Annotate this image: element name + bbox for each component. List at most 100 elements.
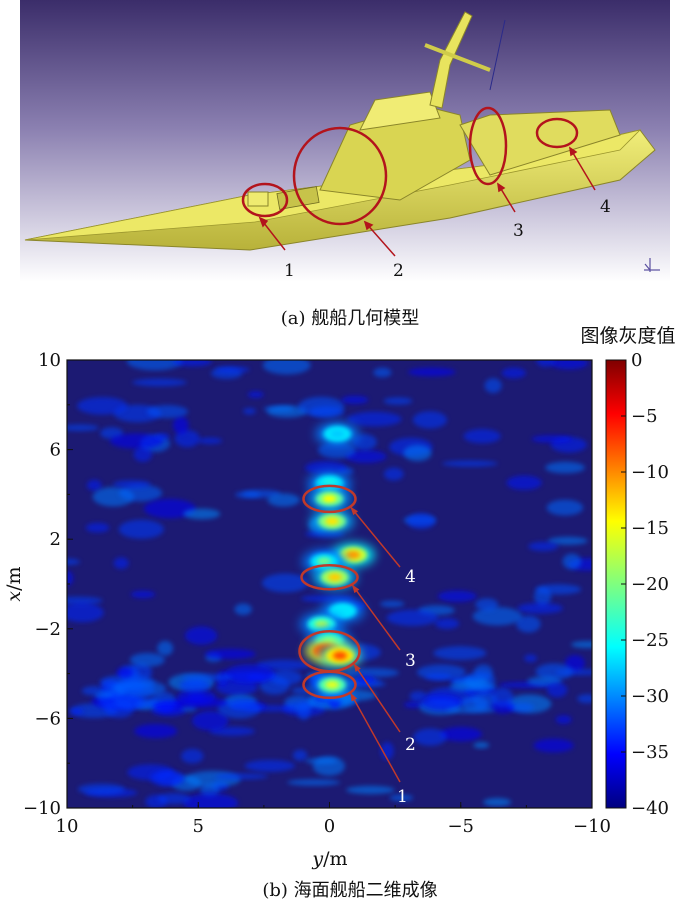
speckle xyxy=(70,708,83,715)
speckle xyxy=(383,397,413,405)
speckle xyxy=(473,742,490,749)
speckle xyxy=(472,607,523,626)
speckle xyxy=(535,584,582,595)
annotation-ellipse xyxy=(302,670,357,700)
annotation-arrow xyxy=(352,662,401,733)
annotation-layer xyxy=(298,484,401,783)
speckle xyxy=(215,773,269,780)
speckle xyxy=(475,598,499,611)
y-axis-label: x/m xyxy=(3,566,25,601)
speckle xyxy=(183,508,221,520)
speckle xyxy=(256,659,311,671)
speckle xyxy=(267,493,300,507)
speckle xyxy=(67,558,81,566)
speckle xyxy=(269,669,303,686)
speckle xyxy=(85,522,110,533)
ship-superstructure xyxy=(319,104,471,201)
speckle xyxy=(266,405,308,418)
speckle xyxy=(157,793,191,805)
annotation-arrowhead xyxy=(353,663,361,672)
ship-gun-mount xyxy=(247,191,269,207)
speckle xyxy=(406,513,436,529)
speckle xyxy=(535,663,574,681)
speckle xyxy=(181,673,233,682)
x-tick-label: 10 xyxy=(56,816,79,837)
x-axis-label: y/m xyxy=(311,848,347,870)
scatterer-core xyxy=(346,550,361,559)
image-callout-2: 2 xyxy=(405,735,416,755)
speckle xyxy=(262,360,311,375)
speckle xyxy=(433,646,487,660)
scatterer-core xyxy=(317,557,332,566)
model-circle-2 xyxy=(292,126,388,226)
speckle xyxy=(132,378,187,387)
model-circle-1 xyxy=(241,182,289,218)
speckle xyxy=(146,405,189,419)
speckle xyxy=(546,682,568,698)
speckle xyxy=(309,406,345,418)
speckle xyxy=(555,715,572,725)
speckle xyxy=(451,676,489,688)
annotation-arrow xyxy=(351,584,401,651)
y-tick-label: −10 xyxy=(23,798,61,819)
scatterer-core xyxy=(322,494,337,503)
y-tick-label: −2 xyxy=(34,619,61,640)
scatterer-core xyxy=(330,429,345,438)
speckle xyxy=(577,694,592,703)
speckle xyxy=(409,691,427,702)
speckle xyxy=(346,785,395,795)
speckle xyxy=(403,701,424,709)
speckle xyxy=(434,618,460,630)
speckle xyxy=(157,640,174,656)
speckle xyxy=(304,461,347,475)
speckle xyxy=(380,600,405,608)
speckle xyxy=(172,697,228,708)
speckle xyxy=(389,794,414,802)
speckle xyxy=(204,648,256,660)
speckle xyxy=(297,702,311,720)
colorbar-tick-label: −5 xyxy=(631,406,658,427)
speckle xyxy=(445,707,496,714)
colorbar-tick-label: −40 xyxy=(631,798,669,819)
speckle xyxy=(67,602,104,623)
caption-a: (a) 舰船几何模型 xyxy=(280,308,420,329)
speckle xyxy=(413,728,447,746)
speckle xyxy=(341,395,369,404)
speckle xyxy=(154,433,170,440)
image-callout-3: 3 xyxy=(405,651,416,671)
annotation-ellipse xyxy=(302,484,357,514)
x-tick-label: −10 xyxy=(573,816,611,837)
speckle xyxy=(209,726,255,736)
speckle xyxy=(149,770,182,787)
speckle xyxy=(463,429,501,444)
colorbar-tick-label: −15 xyxy=(631,518,669,539)
speckle xyxy=(536,360,555,367)
speckle xyxy=(318,441,356,459)
speckle xyxy=(386,609,439,626)
speckle xyxy=(533,738,574,753)
speckle xyxy=(86,479,102,491)
colorbar-tick-label: −25 xyxy=(631,630,669,651)
speckle xyxy=(185,626,218,645)
speckle xyxy=(562,553,582,570)
speckle xyxy=(144,498,196,519)
speckle xyxy=(77,783,125,795)
y-tick-label: 10 xyxy=(38,350,61,371)
speckle xyxy=(484,378,502,394)
speckle xyxy=(67,596,103,605)
model-circle-4 xyxy=(535,117,579,149)
annotation-arrow xyxy=(349,692,401,783)
speckle xyxy=(215,366,250,373)
speckle xyxy=(506,475,542,490)
speckle xyxy=(126,360,183,371)
colorbar-tick-label: −10 xyxy=(631,462,669,483)
axis-triad-icon xyxy=(644,258,660,272)
speckle xyxy=(292,749,308,761)
y-tick-label: 6 xyxy=(50,440,61,461)
speckle xyxy=(67,570,74,586)
scatterer-layer xyxy=(299,421,376,697)
x-axis-ticks: 10 5 0 −5 −10 xyxy=(56,802,611,837)
ship-bridge xyxy=(359,91,441,131)
speckle xyxy=(179,679,211,692)
speckle xyxy=(67,424,99,431)
